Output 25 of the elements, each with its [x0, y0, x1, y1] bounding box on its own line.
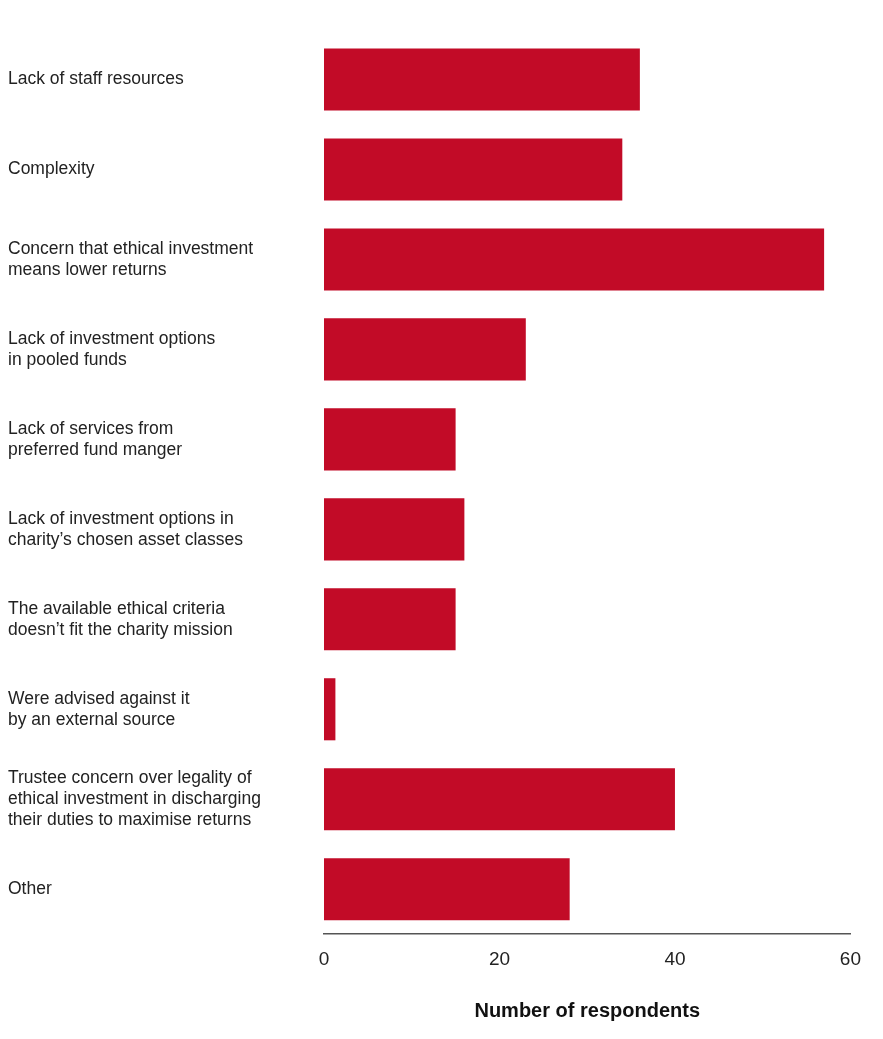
bar: [324, 858, 570, 921]
x-tick-label: 20: [488, 947, 511, 969]
y-tick-label: Lack of staff resources: [8, 68, 184, 89]
bar: [324, 138, 623, 201]
bar: [324, 768, 675, 831]
x-tick-label: 60: [839, 947, 861, 969]
y-tick-label: Trustee concern over legality of ethical investment in discharging their duties to maximise returns: [8, 767, 261, 830]
bar: [324, 678, 336, 741]
x-axis-title: Number of respondents: [474, 998, 701, 1021]
y-tick-label: Other: [8, 878, 52, 899]
y-tick-label: Lack of services from preferred fund manger: [8, 417, 183, 459]
y-tick-label: Lack of investment options in charity’s chosen asset classes: [8, 507, 244, 549]
y-tick-label: Complexity: [8, 158, 95, 179]
y-tick-label: Were advised against it by an external source: [8, 687, 190, 729]
y-tick-label: Lack of investment options in pooled funds: [8, 327, 216, 369]
x-tick-label: 0: [318, 947, 330, 969]
bar: [324, 588, 456, 651]
bar: [324, 228, 825, 291]
bar: [324, 408, 456, 471]
y-tick-label: The available ethical criteria doesn’t fit the charity mission: [8, 597, 233, 639]
y-tick-label: Concern that ethical investment means lower returns: [8, 237, 254, 279]
bar: [324, 318, 526, 381]
x-tick-label: 40: [664, 947, 686, 969]
bar: [324, 498, 465, 561]
bar: [324, 48, 640, 111]
